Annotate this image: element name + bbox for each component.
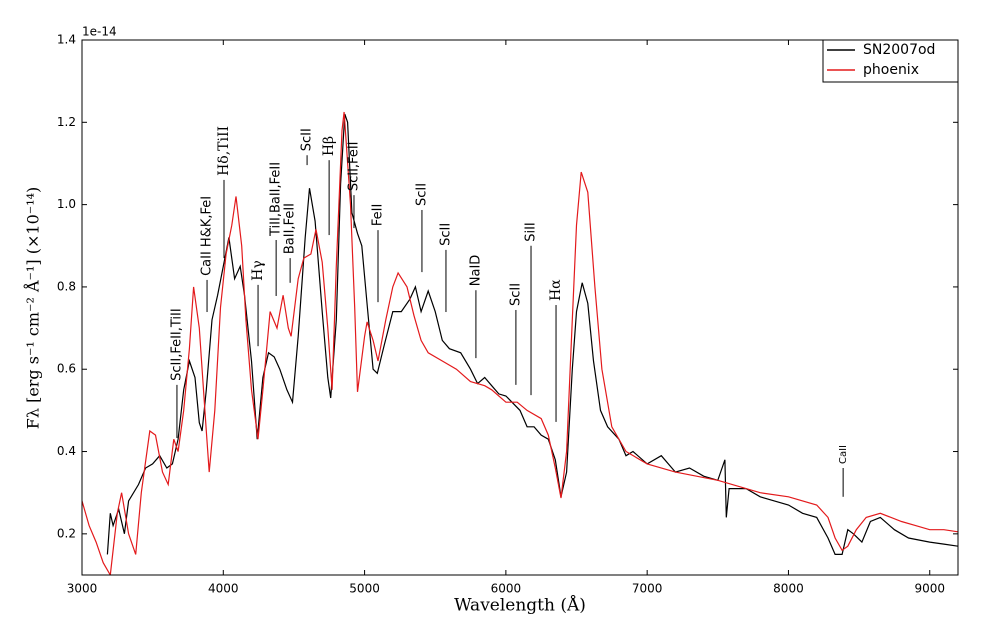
annotation-label: ScII,FeII <box>346 142 361 192</box>
legend-box <box>822 39 959 83</box>
annotation-label: CaII <box>838 445 849 464</box>
y-axis-label: Fλ [erg s⁻¹ cm⁻² Å⁻¹] (×10⁻¹⁴) <box>23 187 43 430</box>
legend-label: SN2007od <box>863 42 935 58</box>
y-offset: 1e-14 <box>82 25 117 39</box>
x-axis-label: Wavelength (Å) <box>454 595 586 616</box>
plot-area <box>82 40 958 575</box>
annotation-label: Hδ,TiII <box>216 126 232 176</box>
annotation-label: CaII H&K,FeI <box>200 196 215 276</box>
y-tick-label: 0.4 <box>57 444 76 458</box>
y-tick-label: 0.8 <box>57 279 76 293</box>
y-tick-label: 1.4 <box>57 33 76 47</box>
annotation-label: ScII <box>438 223 453 246</box>
annotation-label: TiII,BaII,FeII <box>269 162 284 237</box>
x-tick-label: 7000 <box>632 582 663 596</box>
annotation-label: Hγ <box>250 260 266 281</box>
annotation-label: ScII <box>414 183 429 206</box>
annotation-label: NaID <box>468 255 483 287</box>
x-tick-label: 9000 <box>914 582 945 596</box>
x-tick-label: 5000 <box>349 582 380 596</box>
annotation-label: BaII,FeII <box>283 203 298 254</box>
y-tick-label: 1.2 <box>57 115 76 129</box>
x-tick-label: 3000 <box>67 582 98 596</box>
y-tick-label: 0.6 <box>57 362 76 376</box>
x-tick-label: 8000 <box>773 582 804 596</box>
plot-frame <box>81 39 959 576</box>
spectrum-line <box>106 113 958 555</box>
annotation-label: Hβ <box>321 136 337 156</box>
y-tick-label: 0.2 <box>57 526 76 540</box>
annotation-label: Hα <box>548 279 564 301</box>
annotation-label: FeII <box>371 204 386 226</box>
x-tick-label: 4000 <box>208 582 239 596</box>
annotation-label: ScII,FeII,TiII <box>169 308 184 381</box>
annotation-label: ScII <box>508 283 523 306</box>
x-tick-label: 6000 <box>491 582 522 596</box>
legend-label: phoenix <box>863 62 919 78</box>
spectrum-line <box>82 111 958 575</box>
annotation-label: ScII <box>300 128 315 151</box>
y-tick-label: 1.0 <box>57 197 76 211</box>
annotation-label: SiII <box>524 222 539 242</box>
